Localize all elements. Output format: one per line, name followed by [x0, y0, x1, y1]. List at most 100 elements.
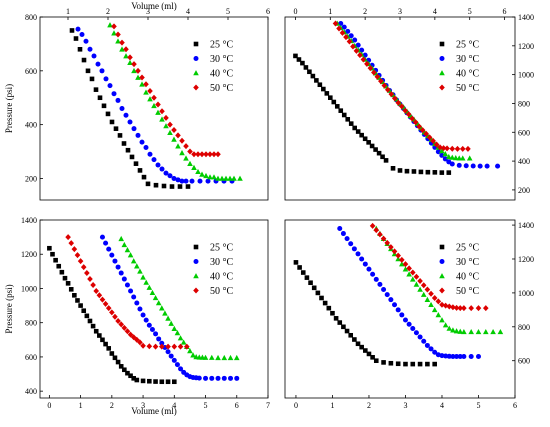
data-point [187, 348, 193, 354]
data-point [341, 112, 347, 118]
data-point [228, 375, 234, 381]
data-point [380, 235, 387, 242]
data-point [75, 26, 81, 32]
data-point [344, 328, 350, 334]
data-point [87, 276, 93, 283]
data-point [425, 169, 431, 175]
data-point [168, 353, 174, 359]
data-point [399, 312, 405, 318]
data-point [459, 155, 466, 161]
data-point [139, 74, 145, 81]
data-point [439, 148, 445, 154]
data-point [477, 163, 483, 169]
data-point [159, 343, 165, 350]
data-point [199, 171, 205, 177]
data-point [497, 328, 504, 335]
data-point [237, 175, 243, 181]
data-point [317, 82, 323, 88]
data-point [417, 334, 423, 340]
data-point [109, 309, 115, 316]
data-point [482, 305, 489, 312]
data-point [366, 140, 371, 145]
data-point [304, 275, 310, 280]
data-point [215, 375, 221, 381]
data-point [413, 330, 419, 336]
y-tick-label: 200 [518, 186, 530, 195]
data-point [381, 82, 388, 89]
data-point [409, 269, 416, 276]
data-point [62, 275, 68, 281]
data-point [322, 300, 328, 306]
series-2 [337, 225, 481, 359]
data-point [461, 353, 467, 359]
data-point [147, 378, 152, 384]
data-point [373, 276, 379, 282]
y-axis-label: Pressure (psi) [4, 284, 14, 333]
data-point [119, 39, 125, 46]
data-point [123, 53, 129, 59]
data-point [187, 160, 193, 166]
data-point [84, 313, 90, 319]
data-point [423, 130, 429, 137]
data-point [196, 375, 202, 381]
data-point [430, 137, 436, 144]
data-point [337, 320, 343, 325]
data-point [231, 175, 237, 181]
data-point [141, 174, 147, 180]
data-point [392, 302, 398, 308]
data-point [341, 324, 346, 330]
data-point [106, 346, 112, 351]
data-point [68, 240, 75, 247]
data-point [432, 361, 437, 367]
data-point [159, 108, 165, 115]
data-point [147, 151, 153, 157]
data-point [355, 129, 361, 134]
data-point [418, 169, 424, 175]
data-point [495, 163, 501, 169]
data-point [140, 342, 146, 349]
data-point [431, 294, 438, 301]
data-point [363, 348, 368, 353]
legend-label: 50 °C [210, 83, 233, 94]
data-point [159, 116, 165, 122]
data-point [293, 53, 298, 59]
data-point [362, 261, 368, 267]
data-point [475, 328, 482, 335]
data-point [202, 354, 209, 360]
data-point [450, 353, 456, 359]
data-point [74, 252, 81, 259]
data-point [143, 145, 149, 151]
data-point [338, 108, 344, 113]
data-point [177, 335, 184, 341]
data-point [203, 172, 209, 179]
data-point [124, 282, 130, 288]
x-tick-label: 0 [47, 401, 51, 410]
data-point [189, 178, 195, 184]
data-point [171, 127, 177, 134]
data-point [444, 145, 450, 152]
data-point [446, 170, 452, 175]
data-point [137, 268, 143, 274]
data-point [78, 303, 83, 308]
data-point [437, 144, 443, 151]
data-point [93, 87, 99, 92]
data-point [109, 119, 115, 125]
data-point [195, 151, 201, 158]
legend-marker [193, 41, 199, 47]
data-point [127, 59, 133, 66]
series-3 [118, 235, 240, 361]
chart-panel-1: 1 2 3 4 5 6 200 400 600 800 Volume (ml) Pressure (p… [4, 1, 270, 201]
data-point [131, 376, 136, 381]
data-point [96, 292, 103, 299]
data-point [409, 276, 416, 282]
data-point [416, 123, 422, 130]
y-tick-label: 200 [25, 174, 37, 183]
data-point [203, 375, 209, 381]
data-point [147, 88, 153, 95]
data-point [482, 328, 489, 335]
data-point [348, 332, 354, 338]
chart-panel-3: 0 1 2 3 4 5 6 7 400 600 800 1000 1200 1400 Volume (ml)… [4, 216, 270, 416]
x-tick-label: 3 [141, 401, 145, 410]
data-point [172, 379, 177, 385]
